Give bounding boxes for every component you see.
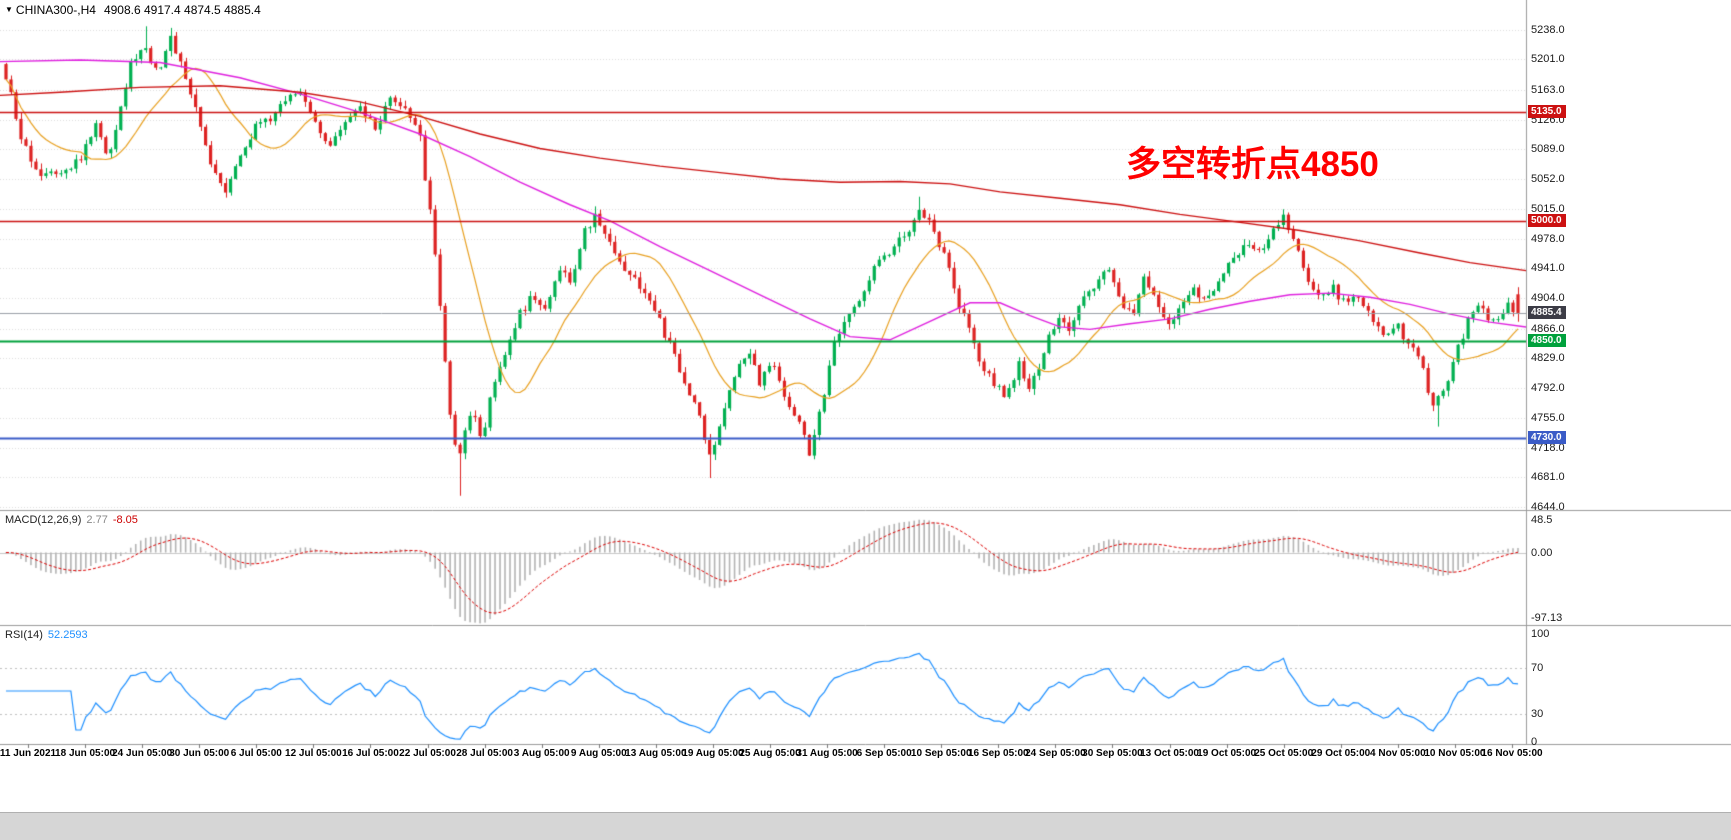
price-tick-label: 4681.0 (1531, 471, 1565, 484)
time-axis-label: 28 Jul 05:00 (456, 748, 513, 759)
macd-scale-label: 0.00 (1531, 546, 1553, 559)
time-axis-label: 11 Jun 2021 (0, 748, 57, 759)
time-axis-label: 10 Sep 05:00 (910, 748, 972, 759)
price-tick-label: 4792.0 (1531, 382, 1565, 395)
time-axis-label: 31 Aug 05:00 (796, 748, 858, 759)
macd-scale-label: -97.13 (1531, 611, 1563, 624)
symbol-title: CHINA300-,H4 (15, 3, 96, 17)
time-axis-label: 19 Aug 05:00 (682, 748, 744, 759)
time-axis-label: 10 Nov 05:00 (1424, 748, 1486, 759)
macd-scale-label: 48.5 (1531, 513, 1553, 526)
time-axis-label: 25 Oct 05:00 (1254, 748, 1314, 759)
time-axis-label: 24 Jun 05:00 (112, 748, 173, 759)
triangle-down-icon[interactable]: ▼ (5, 5, 13, 14)
time-axis-label: 12 Jul 05:00 (285, 748, 342, 759)
price-badge: 5135.0 (1528, 105, 1566, 119)
time-axis-label: 9 Aug 05:00 (570, 748, 627, 759)
time-axis-label: 6 Sep 05:00 (856, 748, 912, 759)
price-tick-label: 4941.0 (1531, 262, 1565, 275)
price-badge: 4850.0 (1528, 334, 1566, 348)
time-axis-label: 25 Aug 05:00 (739, 748, 801, 759)
price-badge: 5000.0 (1528, 213, 1566, 227)
ohlc-values: 4908.6 4917.4 4874.5 4885.4 (103, 3, 261, 17)
time-axis-label: 24 Sep 05:00 (1025, 748, 1086, 759)
macd-name: MACD(12,26,9) (5, 514, 82, 526)
price-tick-label: 4755.0 (1531, 411, 1565, 424)
price-tick-label: 5052.0 (1531, 173, 1565, 186)
price-tick-label: 5238.0 (1531, 23, 1565, 36)
time-axis-label: 19 Oct 05:00 (1197, 748, 1257, 759)
macd-main-value: 2.77 (86, 514, 108, 526)
time-axis-label: 4 Nov 05:00 (1370, 748, 1426, 759)
time-axis-label: 13 Aug 05:00 (625, 748, 687, 759)
rsi-label: RSI(14) 52.2593 (5, 629, 88, 641)
price-tick-label: 4718.0 (1531, 441, 1565, 454)
rsi-scale-label: 70 (1531, 662, 1544, 674)
time-axis-label: 22 Jul 05:00 (399, 748, 456, 759)
price-tick-label: 5089.0 (1531, 143, 1565, 156)
price-tick-label: 5015.0 (1531, 202, 1565, 215)
price-tick-label: 4978.0 (1531, 232, 1565, 245)
rsi-scale-label: 0 (1531, 736, 1538, 748)
macd-label: MACD(12,26,9) 2.77 -8.05 (5, 514, 138, 526)
macd-signal-value: -8.05 (112, 514, 138, 526)
time-axis-label: 6 Jul 05:00 (230, 748, 282, 759)
chart-header: ▼ CHINA300-,H4 4908.6 4917.4 4874.5 4885.4 (5, 3, 261, 17)
time-axis-label: 18 Jun 05:00 (55, 748, 116, 759)
bottom-bar (0, 812, 1731, 840)
price-badge: 4730.0 (1528, 430, 1566, 444)
time-axis-label: 16 Jul 05:00 (342, 748, 399, 759)
time-axis-label: 16 Nov 05:00 (1481, 748, 1543, 759)
rsi-name: RSI(14) (5, 629, 43, 641)
time-axis-label: 16 Sep 05:00 (967, 748, 1029, 759)
time-axis-label: 30 Jun 05:00 (169, 748, 230, 759)
chart-text-annotation: 多空转折点4850 (1126, 145, 1379, 184)
price-badge: 4885.4 (1528, 305, 1566, 319)
rsi-scale-label: 100 (1531, 627, 1550, 640)
price-tick-label: 4866.0 (1531, 322, 1565, 335)
price-tick-label: 4644.0 (1531, 500, 1565, 513)
time-axis-label: 13 Oct 05:00 (1140, 748, 1199, 759)
time-axis-label: 30 Sep 05:00 (1082, 748, 1143, 759)
price-tick-label: 4904.0 (1531, 291, 1565, 304)
time-axis-label: 29 Oct 05:00 (1311, 748, 1371, 759)
time-axis-label: 3 Aug 05:00 (513, 748, 570, 759)
rsi-scale-label: 30 (1531, 708, 1544, 720)
price-tick-label: 4829.0 (1531, 352, 1565, 365)
price-tick-label: 5201.0 (1531, 53, 1565, 66)
rsi-value: 52.2593 (47, 629, 88, 641)
price-tick-label: 5163.0 (1531, 83, 1565, 96)
